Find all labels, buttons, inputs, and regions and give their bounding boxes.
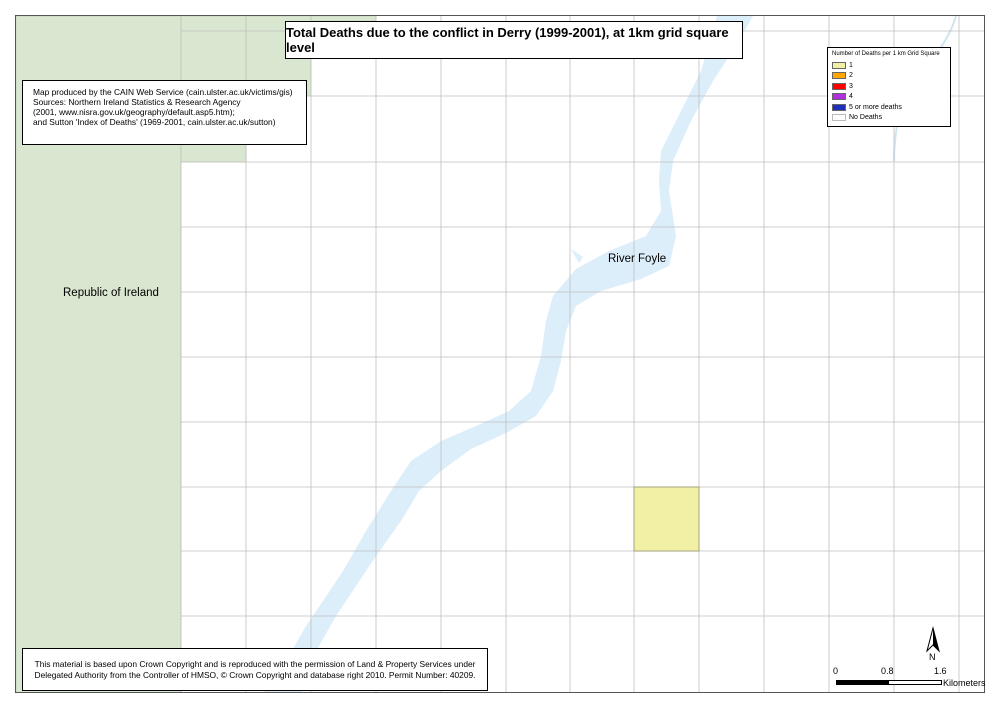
legend-swatch xyxy=(832,82,846,90)
scale-bar: 0 0.8 1.6 Kilometers xyxy=(832,666,992,692)
scale-tick-label: 1.6 xyxy=(934,666,947,676)
copyright-text: This material is based upon Crown Copyri… xyxy=(34,659,476,680)
legend-item: 5 or more deaths xyxy=(832,102,946,113)
credit-line: (2001, www.nisra.gov.uk/geography/defaul… xyxy=(33,107,235,117)
credit-line: Sources: Northern Ireland Statistics & R… xyxy=(33,97,241,107)
legend-item: 3 xyxy=(832,81,946,92)
river-inlet xyxy=(571,249,583,263)
legend-item: 1 xyxy=(832,60,946,71)
legend-swatch xyxy=(832,103,846,111)
map-title: Total Deaths due to the conflict in Derr… xyxy=(286,25,729,55)
north-arrow: N xyxy=(920,626,946,666)
legend-title: Number of Deaths per 1 km Grid Square xyxy=(832,51,940,57)
legend: Number of Deaths per 1 km Grid Square 1 … xyxy=(827,47,951,127)
legend-label: 1 xyxy=(849,61,853,69)
grid-square-1-death xyxy=(633,486,700,552)
credit-line: Map produced by the CAIN Web Service (ca… xyxy=(33,87,293,97)
legend-label: 4 xyxy=(849,93,853,101)
river-foyle-label: River Foyle xyxy=(608,253,667,265)
legend-label: 2 xyxy=(849,72,853,80)
legend-swatch xyxy=(832,72,846,80)
credits-box: Map produced by the CAIN Web Service (ca… xyxy=(22,80,307,145)
republic-of-ireland-label: Republic of Ireland xyxy=(63,287,159,299)
map-title-box: Total Deaths due to the conflict in Derr… xyxy=(285,21,743,59)
scale-unit: Kilometers xyxy=(943,678,986,688)
legend-swatch xyxy=(832,61,846,69)
legend-label: 3 xyxy=(849,82,853,90)
river-foyle xyxy=(264,16,753,692)
legend-label: No Deaths xyxy=(849,114,883,122)
scale-tick-label: 0.8 xyxy=(881,666,894,676)
legend-item: 4 xyxy=(832,92,946,103)
credit-line: and Sutton 'Index of Deaths' (1969-2001,… xyxy=(33,117,276,127)
legend-swatch xyxy=(832,114,846,122)
legend-swatch xyxy=(832,93,846,101)
copyright-notice: This material is based upon Crown Copyri… xyxy=(22,648,488,691)
legend-item: No Deaths xyxy=(832,113,946,124)
legend-label: 5 or more deaths xyxy=(849,103,902,111)
legend-item: 2 xyxy=(832,71,946,82)
scale-bar-graphic xyxy=(836,680,942,685)
north-label: N xyxy=(929,652,936,662)
north-arrow-icon xyxy=(926,626,940,653)
scale-tick-label: 0 xyxy=(833,666,839,676)
